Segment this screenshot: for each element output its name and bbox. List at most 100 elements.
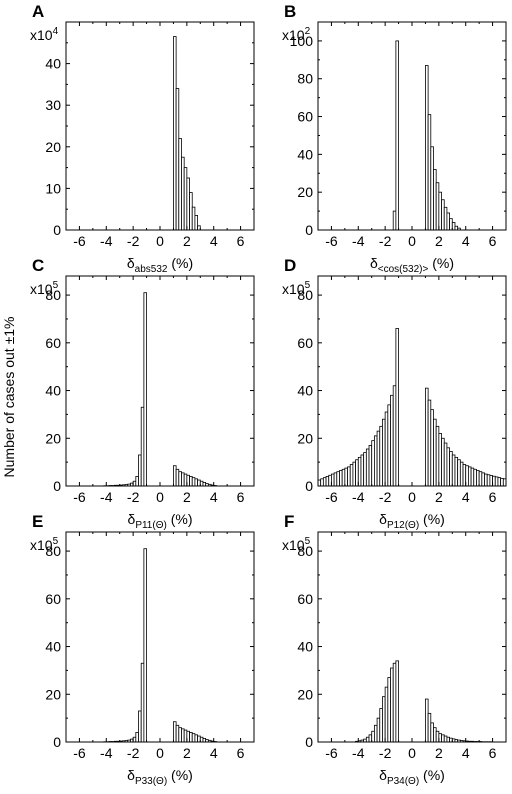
x-tick-label: 2 — [183, 489, 191, 505]
histogram-bar — [433, 169, 437, 231]
histogram-bar — [443, 735, 448, 743]
panel-letter: A — [32, 2, 44, 21]
y-tick-label: 80 — [297, 287, 313, 303]
x-tick-label: 4 — [462, 233, 470, 249]
histogram-bar — [189, 732, 193, 743]
histogram-bar — [347, 466, 351, 487]
x-tick-label: 0 — [408, 489, 416, 505]
y-tick-label: 100 — [290, 33, 314, 49]
x-tick-label: -4 — [352, 489, 365, 505]
histogram-bar — [449, 450, 453, 487]
histogram-bar — [178, 138, 182, 231]
panel-letter: D — [284, 256, 296, 275]
x-tick-label: -2 — [127, 745, 140, 761]
y-tick-label: 60 — [45, 335, 61, 351]
x-tick-label: 2 — [435, 745, 443, 761]
histogram-bar — [186, 177, 190, 231]
histogram-bar — [425, 387, 429, 487]
histogram-bar — [457, 459, 461, 487]
histogram-bar — [395, 328, 399, 487]
histogram-bar — [138, 710, 142, 743]
histogram-bar — [497, 477, 502, 487]
x-tick-label: -6 — [325, 233, 338, 249]
multiplier-label: x102 — [282, 26, 311, 43]
y-tick-label: 80 — [297, 71, 313, 87]
histogram-bar — [392, 385, 397, 487]
histogram-bar — [202, 482, 207, 487]
histogram-bar — [371, 440, 375, 487]
x-tick-label: -2 — [379, 233, 392, 249]
x-tick-label: -6 — [325, 489, 338, 505]
histogram-bar — [175, 468, 180, 487]
panel-letter: C — [32, 256, 44, 275]
y-tick-label: 20 — [297, 686, 313, 702]
histogram-bar — [339, 470, 343, 487]
y-tick-label: 40 — [297, 146, 313, 162]
y-tick-label: 80 — [297, 543, 313, 559]
histogram-bar — [357, 456, 362, 487]
y-tick-label: 10 — [45, 180, 61, 196]
histogram-bar — [181, 156, 185, 231]
plot-frame — [317, 531, 507, 743]
histogram-bar — [178, 727, 182, 743]
y-tick-label: 30 — [45, 97, 61, 113]
histogram-bar — [435, 425, 440, 487]
panel-letter: F — [284, 512, 294, 531]
y-tick-label: 80 — [45, 543, 61, 559]
histogram-bar — [191, 206, 196, 231]
histogram-bar — [173, 721, 177, 743]
x-tick-label: -6 — [73, 745, 86, 761]
x-tick-label: 6 — [489, 489, 497, 505]
multiplier-label: x105 — [282, 536, 311, 553]
histogram-bar — [194, 734, 199, 743]
x-tick-label: 6 — [237, 233, 245, 249]
histogram-bar — [478, 471, 483, 487]
histogram-bar — [181, 728, 185, 743]
histogram-bar — [360, 454, 365, 487]
plot-frame — [317, 275, 507, 487]
x-tick-label: 0 — [408, 745, 416, 761]
histogram-bar — [427, 712, 432, 743]
x-axis-label: δabs532 (%) — [127, 255, 193, 275]
histogram-bar — [467, 466, 472, 487]
histogram-bar — [379, 425, 383, 487]
histogram-bar — [194, 478, 199, 487]
histogram-bar — [140, 662, 145, 743]
x-tick-label: -4 — [100, 233, 113, 249]
panel-letter: E — [32, 512, 43, 531]
histogram-bar — [454, 225, 459, 231]
histogram-bar — [183, 167, 188, 231]
histogram-bar — [382, 696, 386, 743]
x-tick-label: -2 — [127, 489, 140, 505]
x-axis-label: δP34(Θ) (%) — [379, 767, 445, 787]
plot-frame — [317, 21, 507, 231]
histogram-bar — [390, 667, 394, 743]
y-tick-label: 80 — [45, 287, 61, 303]
x-tick-label: 6 — [489, 745, 497, 761]
y-tick-label: 20 — [45, 430, 61, 446]
histogram-bar — [390, 394, 394, 487]
histogram-bar — [189, 476, 193, 487]
histogram-bar — [189, 192, 193, 231]
histogram-bar — [181, 472, 185, 487]
histogram-bar — [325, 476, 330, 487]
x-tick-label: 4 — [462, 745, 470, 761]
plot-frame — [65, 531, 255, 743]
histogram-bar — [194, 215, 199, 231]
histogram-bar — [430, 146, 434, 231]
histogram-bar — [476, 470, 480, 487]
histogram-bar — [395, 40, 399, 231]
plot-frame — [65, 275, 255, 487]
x-tick-label: 6 — [489, 233, 497, 249]
histogram-bar — [470, 467, 475, 487]
x-tick-label: 4 — [462, 489, 470, 505]
histogram-bar — [486, 474, 491, 487]
histogram-bar — [135, 732, 139, 743]
y-tick-label: 60 — [297, 335, 313, 351]
histogram-bar — [382, 418, 386, 487]
histogram-bar — [191, 477, 196, 487]
histogram-bar — [430, 722, 434, 743]
histogram-bar — [451, 454, 456, 487]
